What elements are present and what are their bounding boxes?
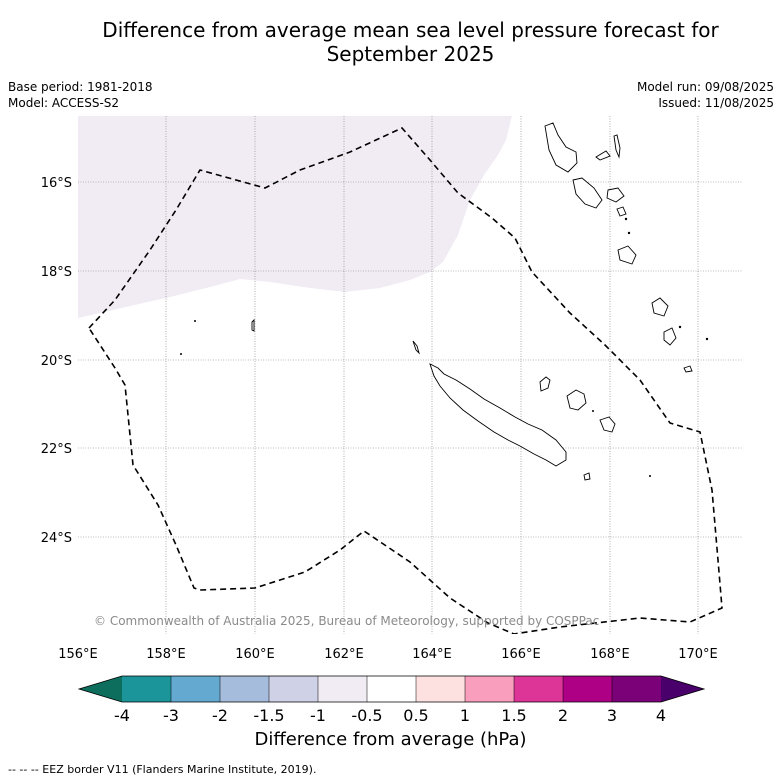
small-islet	[649, 475, 651, 477]
lat-tick-label: 20°S	[41, 354, 72, 369]
small-islet	[624, 217, 628, 221]
model-name: Model: ACCESS-S2	[8, 96, 120, 110]
espiritu-santo-island	[544, 122, 578, 173]
colorbar-tick-label: -3	[163, 706, 179, 725]
colorbar-tick-label: 3	[607, 706, 617, 725]
lon-tick-label: 156°E	[58, 647, 98, 662]
colorbar-segment	[122, 676, 171, 702]
lifou-island	[566, 389, 587, 411]
colorbar-segment	[563, 676, 612, 702]
lon-tick-label: 158°E	[146, 647, 186, 662]
map-area	[78, 116, 743, 634]
colorbar-segment	[514, 676, 563, 702]
colorbar-tick-label: 0.5	[403, 706, 428, 725]
small-islet	[180, 353, 182, 355]
colorbar-dividers	[170, 676, 613, 702]
copyright-notice: © Commonwealth of Australia 2025, Bureau…	[94, 614, 600, 628]
aneityum-island	[683, 365, 693, 373]
mare-island	[599, 416, 616, 433]
lon-tick-label: 166°E	[501, 647, 541, 662]
erromango-island	[651, 297, 669, 317]
maewo-island	[613, 134, 621, 159]
colorbar-segment	[612, 676, 661, 702]
small-islet	[627, 231, 631, 235]
colorbar-tick-label: -1	[310, 706, 326, 725]
lon-tick-label: 170°E	[678, 647, 718, 662]
colorbar-high-extension	[661, 676, 704, 702]
lat-tick-label: 22°S	[41, 442, 72, 457]
shepherd-islands	[616, 206, 627, 217]
colorbar-outline	[77, 675, 706, 703]
meta-right: Model run: 09/08/2025 Issued: 11/08/2025	[637, 79, 774, 111]
efate-island	[617, 245, 637, 265]
chesterfield-reef	[251, 318, 255, 332]
colorbar-tick-label: -2	[212, 706, 228, 725]
colorbar-segment	[269, 676, 318, 702]
colorbar-segment	[318, 676, 367, 702]
lon-tick-label: 164°E	[412, 647, 452, 662]
longitude-labels: 156°E 158°E 160°E 162°E 164°E 166°E 168°…	[58, 647, 718, 662]
meta-left: Base period: 1981-2018 Model: ACCESS-S2	[8, 79, 153, 111]
colorbar: -4 -3 -2 -1.5 -1 -0.5 0.5 1 1.5 2 3 4	[77, 675, 706, 725]
base-period: Base period: 1981-2018	[8, 80, 153, 94]
title-line-1: Difference from average mean sea level p…	[102, 18, 719, 42]
pentecost-island	[606, 187, 625, 203]
colorbar-segment	[171, 676, 220, 702]
belep-island	[412, 340, 420, 355]
lon-tick-label: 162°E	[324, 647, 364, 662]
lon-tick-label: 168°E	[590, 647, 630, 662]
colorbar-tick-label: 1	[460, 706, 470, 725]
issued-date: Issued: 11/08/2025	[658, 96, 774, 110]
lat-tick-label: 18°S	[41, 265, 72, 280]
malakula-island	[572, 177, 603, 209]
eez-legend: -- -- -- EEZ border V11 (Flanders Marine…	[8, 763, 317, 776]
model-run: Model run: 09/08/2025	[636, 80, 774, 94]
small-islet	[592, 410, 594, 412]
lat-tick-label: 24°S	[41, 531, 72, 546]
colorbar-segment	[367, 676, 416, 702]
colorbar-tick-label: 1.5	[501, 706, 526, 725]
small-islet	[678, 325, 682, 329]
colorbar-tick-label: 4	[656, 706, 666, 725]
small-islet	[705, 337, 709, 341]
colorbar-tick-label: -1.5	[253, 706, 284, 725]
colorbar-tick-label: -4	[114, 706, 130, 725]
colorbar-tick-label: 2	[558, 706, 568, 725]
small-islet	[194, 320, 196, 322]
colorbar-segment	[220, 676, 269, 702]
graticule	[78, 116, 743, 634]
isle-of-pines	[583, 472, 591, 481]
new-caledonia-island	[429, 363, 567, 467]
colorbar-segment	[416, 676, 465, 702]
colorbar-tick-label: -0.5	[351, 706, 382, 725]
colorbar-segment	[465, 676, 514, 702]
colorbar-low-extension	[79, 676, 122, 702]
lon-tick-label: 160°E	[235, 647, 275, 662]
anomaly-region-light-purple	[78, 116, 512, 318]
ambae-island	[595, 150, 611, 161]
title-line-2: September 2025	[326, 42, 495, 66]
ouvea-island	[539, 376, 551, 392]
lat-tick-label: 16°S	[41, 176, 72, 191]
tanna-island	[663, 327, 677, 346]
map-title: Difference from average mean sea level p…	[40, 18, 781, 66]
eez-border	[88, 127, 723, 634]
colorbar-label: Difference from average (hPa)	[254, 729, 527, 750]
latitude-labels: 16°S 18°S 20°S 22°S 24°S	[41, 176, 72, 546]
